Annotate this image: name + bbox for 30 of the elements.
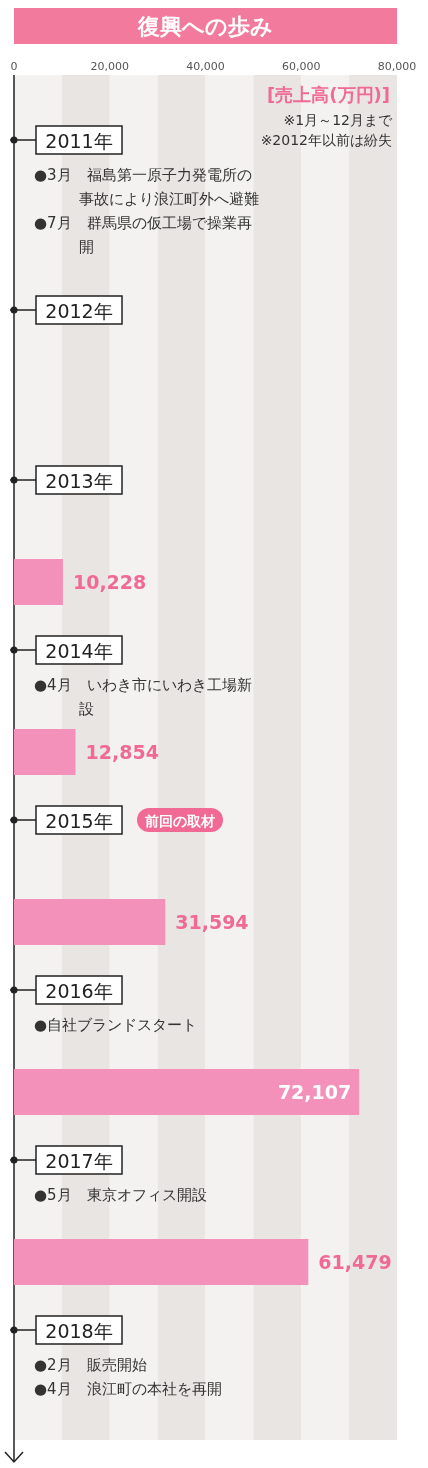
annotation: ●5月 東京オフィス開設: [34, 1186, 207, 1204]
annotation: ※2012年以前は紛失: [260, 132, 392, 148]
chart-title: 復興への歩み: [136, 14, 273, 39]
y-tick-label: 2013年: [45, 470, 113, 492]
y-tick-label: 2014年: [45, 640, 113, 662]
data-label: 12,854: [85, 741, 159, 763]
annotation: ●4月 浪江町の本社を再開: [34, 1380, 222, 1398]
y-tick-label: 2018年: [45, 1320, 113, 1342]
data-label: 31,594: [175, 911, 249, 933]
annotation: ●4月 いわき市にいわき工場新設: [34, 676, 252, 718]
data-label: 61,479: [318, 1251, 392, 1273]
y-tick-label: 2011年: [45, 130, 113, 152]
annotation: 前回の取材: [144, 813, 215, 829]
x-tick-label: 80,000: [377, 60, 417, 73]
y-tick-label: 2017年: [45, 1150, 113, 1172]
x-tick-label: 0: [10, 60, 18, 73]
data-label: 10,228: [72, 571, 147, 593]
x-tick-label: 20,000: [90, 60, 129, 73]
y-tick-label: 2016年: [45, 980, 113, 1002]
x-tick-label: 60,000: [282, 60, 321, 73]
x-axis-title: [売上高(万円)]: [267, 84, 390, 105]
x-tick-label: 40,000: [186, 60, 225, 73]
annotation: ●2月 販売開始: [34, 1356, 147, 1374]
annotation: ※1月～12月まで: [283, 112, 393, 128]
data-label: 72,107: [277, 1081, 352, 1103]
annotation: ●自社ブランドスタート: [34, 1016, 198, 1034]
y-tick-label: 2015年: [45, 810, 113, 832]
annotation: ●7月 群馬県の仮工場で操業再開: [34, 214, 252, 256]
annotation: ●3月 福島第一原子力発電所の事故により浪江町外へ避難: [34, 166, 259, 208]
y-tick-label: 2012年: [45, 300, 113, 322]
